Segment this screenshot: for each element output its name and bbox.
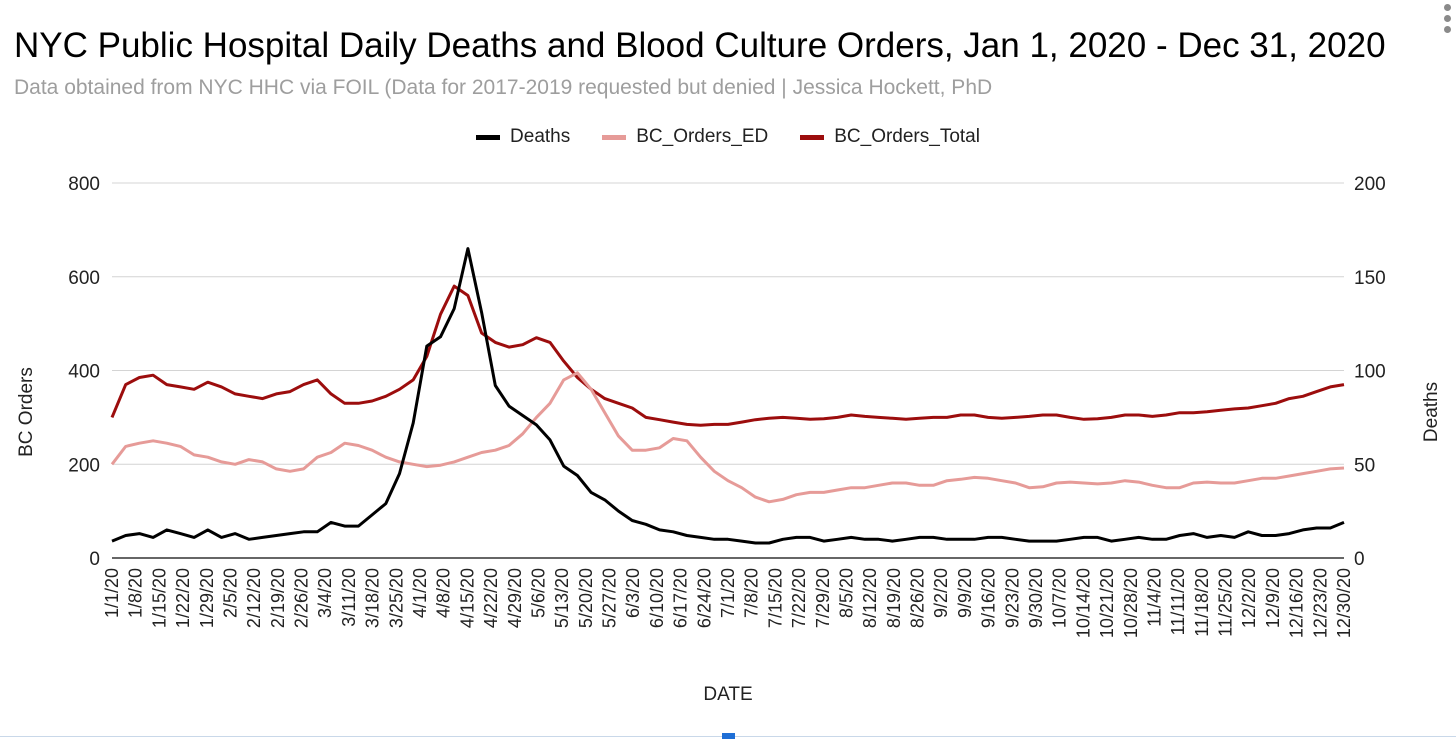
series-line-bc-orders-ed [110, 371, 1345, 504]
x-tick-label: 5/6/20 [528, 568, 548, 618]
x-tick-label: 8/26/20 [908, 568, 928, 628]
series-line-bc-orders-total [110, 284, 1345, 427]
x-tick-label: 1/22/20 [173, 568, 193, 628]
legend-label-bc-orders-total: BC_Orders_Total [834, 126, 980, 147]
y-tick-label-right: 200 [1354, 174, 1386, 195]
legend-item-bc-orders-total[interactable]: BC_Orders_Total [800, 126, 980, 148]
x-tick-label: 7/15/20 [765, 568, 785, 628]
y-tick-label-right: 50 [1354, 455, 1375, 476]
x-tick-label: 11/18/20 [1192, 568, 1212, 637]
legend-item-deaths[interactable]: Deaths [476, 126, 570, 148]
x-tick-label: 10/21/20 [1097, 568, 1117, 638]
x-tick-label: 6/17/20 [671, 568, 691, 628]
x-tick-label: 2/19/20 [268, 568, 288, 628]
x-tick-label: 5/20/20 [576, 568, 596, 628]
x-tick-label: 9/30/20 [1026, 568, 1046, 628]
x-tick-label: 11/11/20 [1168, 568, 1188, 635]
x-tick-label: 3/18/20 [363, 568, 383, 628]
x-tick-label: 7/8/20 [742, 568, 762, 618]
legend-swatch-bc-orders-total [800, 134, 825, 140]
legend-swatch-bc-orders-ed [602, 134, 627, 140]
x-tick-label: 6/10/20 [647, 568, 667, 628]
legend: Deaths BC_Orders_ED BC_Orders_Total [0, 126, 1456, 148]
y-tick-label-right: 100 [1354, 362, 1386, 383]
x-tick-label: 3/25/20 [386, 568, 406, 628]
x-tick-label: 12/30/20 [1334, 568, 1354, 638]
x-tick-label: 2/5/20 [220, 568, 240, 618]
x-tick-label: 10/7/20 [1050, 568, 1070, 628]
y-tick-label-left: 200 [68, 455, 100, 476]
x-tick-label: 1/1/20 [102, 568, 122, 618]
y-tick-label-left: 400 [68, 362, 100, 383]
y-tick-label-left: 600 [68, 268, 100, 289]
x-tick-label: 1/15/20 [149, 568, 169, 628]
x-tick-label: 4/29/20 [505, 568, 525, 628]
resize-handle[interactable] [722, 733, 735, 739]
y-tick-label-left: 0 [89, 549, 100, 570]
x-tick-label: 5/27/20 [600, 568, 620, 628]
x-tick-label: 4/8/20 [434, 568, 454, 618]
x-tick-label: 7/22/20 [789, 568, 809, 628]
x-tick-label: 11/25/20 [1216, 568, 1236, 637]
y-tick-label-right: 0 [1354, 549, 1365, 570]
x-tick-label: 10/14/20 [1073, 568, 1093, 638]
x-tick-label: 12/2/20 [1239, 568, 1259, 628]
x-tick-label: 1/8/20 [126, 568, 146, 618]
x-tick-label: 3/11/20 [339, 568, 359, 627]
series-line-deaths [111, 247, 1345, 545]
x-tick-label: 12/9/20 [1263, 568, 1283, 628]
chart-title: NYC Public Hospital Daily Deaths and Blo… [14, 26, 1386, 65]
y-tick-label-right: 150 [1354, 268, 1386, 289]
x-tick-label: 9/23/20 [1002, 568, 1022, 628]
x-tick-label: 8/19/20 [884, 568, 904, 628]
x-tick-label: 3/4/20 [315, 568, 335, 618]
x-tick-label: 2/12/20 [244, 568, 264, 628]
x-tick-label: 12/16/20 [1287, 568, 1307, 638]
y-tick-label-left: 800 [68, 174, 100, 195]
x-tick-label: 8/12/20 [860, 568, 880, 628]
x-axis-title: DATE [703, 684, 752, 705]
x-tick-label: 9/16/20 [979, 568, 999, 628]
legend-swatch-deaths [476, 134, 501, 140]
x-tick-label: 9/9/20 [955, 568, 975, 618]
x-tick-label: 12/23/20 [1310, 568, 1330, 638]
x-tick-label: 8/5/20 [836, 568, 856, 618]
legend-label-deaths: Deaths [510, 126, 571, 147]
x-tick-label: 4/15/20 [457, 568, 477, 628]
legend-label-bc-orders-ed: BC_Orders_ED [636, 126, 769, 147]
y-axis-title-left: BC Orders [16, 367, 37, 457]
x-tick-label: 6/3/20 [623, 568, 643, 618]
x-tick-label: 9/2/20 [931, 568, 951, 618]
y-axis-title-right: Deaths [1421, 382, 1442, 442]
more-options-icon[interactable] [1444, 4, 1454, 37]
legend-item-bc-orders-ed[interactable]: BC_Orders_ED [602, 126, 768, 148]
x-tick-label: 10/28/20 [1121, 568, 1141, 638]
x-tick-label: 4/1/20 [410, 568, 430, 618]
x-tick-label: 1/29/20 [197, 568, 217, 628]
x-tick-label: 4/22/20 [481, 568, 501, 628]
x-tick-label: 2/26/20 [292, 568, 312, 628]
chart-subtitle: Data obtained from NYC HHC via FOIL (Dat… [14, 76, 993, 99]
x-tick-label: 7/29/20 [813, 568, 833, 628]
x-tick-label: 5/13/20 [552, 568, 572, 628]
x-tick-label: 11/4/20 [1144, 568, 1164, 627]
x-tick-label: 7/1/20 [718, 568, 738, 618]
x-tick-label: 6/24/20 [694, 568, 714, 628]
